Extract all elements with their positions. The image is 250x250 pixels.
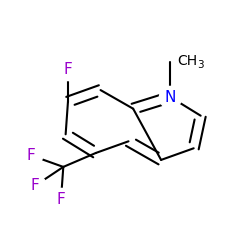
Text: CH: CH: [178, 54, 198, 68]
Text: 3: 3: [197, 60, 204, 70]
Text: F: F: [31, 178, 40, 193]
Text: F: F: [64, 62, 72, 77]
Text: N: N: [165, 90, 176, 104]
Text: F: F: [26, 148, 35, 163]
Text: F: F: [56, 192, 65, 207]
